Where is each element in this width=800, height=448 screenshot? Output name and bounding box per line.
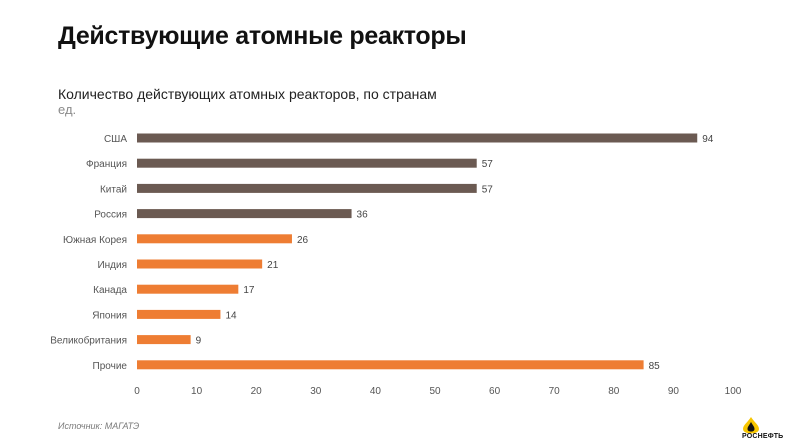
company-logo: РОСНЕФТЬ [734,417,794,444]
category-label: Великобритания [50,335,127,347]
bar [137,360,644,370]
bar-value-label: 26 [297,235,309,246]
bar-value-label: 17 [243,285,255,296]
category-label: США [104,134,127,145]
bar [137,234,292,244]
x-tick-label: 0 [134,386,140,397]
category-label: Прочие [93,361,128,372]
bar-value-label: 94 [702,134,714,145]
x-tick-label: 100 [725,386,742,397]
category-label: Южная Корея [63,235,127,246]
x-tick-label: 60 [489,386,501,397]
x-tick-label: 70 [549,386,561,397]
bar [137,183,477,193]
x-tick-label: 20 [251,386,263,397]
bar-value-label: 9 [196,336,202,347]
bar-value-label: 21 [267,260,279,271]
category-label: Япония [92,310,127,321]
chart-unit: ед. [58,102,77,117]
bar [137,309,221,319]
bar [137,284,239,294]
bar [137,259,263,269]
bar-value-label: 14 [225,310,237,321]
oil-drop-icon [743,417,759,434]
x-tick-label: 40 [370,386,382,397]
chart-title: Количество действующих атомных реакторов… [58,86,437,102]
bar [137,209,352,219]
logo-text: РОСНЕФТЬ [742,433,784,440]
x-tick-label: 10 [191,386,203,397]
x-tick-label: 50 [429,386,441,397]
category-label: Россия [94,210,127,221]
category-label: Китай [100,184,127,195]
x-tick-label: 30 [310,386,322,397]
category-label: Индия [97,260,127,271]
bar-value-label: 57 [482,159,494,170]
category-label: Франция [86,159,127,170]
bar [137,335,191,345]
bar-value-label: 85 [649,361,661,372]
category-label: Канада [93,285,127,296]
bar-value-label: 36 [357,210,369,221]
bar [137,158,477,168]
x-tick-label: 80 [608,386,620,397]
page-title: Действующие атомные реакторы [58,22,467,50]
bar-value-label: 57 [482,184,494,195]
bar [137,133,698,143]
source-note: Источник: МАГАТЭ [58,421,140,431]
x-tick-label: 90 [668,386,680,397]
